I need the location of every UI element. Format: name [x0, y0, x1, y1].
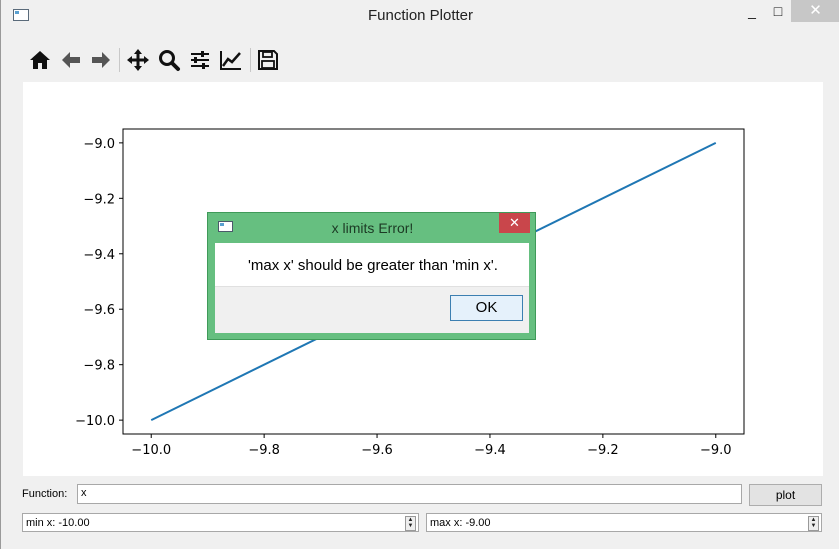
- x-tick-label: −9.6: [361, 443, 393, 458]
- toolbar-separator: [250, 48, 251, 72]
- error-dialog: x limits Error! ✕ 'max x' should be grea…: [207, 212, 536, 340]
- min-x-spinbox[interactable]: min x: -10.00 ▲ ▼: [22, 513, 419, 532]
- x-tick-label: −9.4: [474, 443, 506, 458]
- controls-panel: Function: x plot min x: -10.00 ▲ ▼ max x:…: [1, 480, 839, 549]
- navigation-toolbar: [23, 42, 823, 78]
- y-tick-label: −10.0: [75, 414, 115, 429]
- edit-axes-icon[interactable]: [216, 42, 246, 78]
- max-x-stepper[interactable]: ▲ ▼: [808, 516, 819, 531]
- save-icon[interactable]: [253, 42, 283, 78]
- y-tick-label: −9.8: [83, 359, 115, 374]
- dialog-close-button[interactable]: ✕: [499, 213, 530, 233]
- zoom-icon[interactable]: [154, 42, 184, 78]
- min-x-value: min x: -10.00: [26, 517, 90, 529]
- x-tick-label: −9.0: [700, 443, 732, 458]
- window-title: Function Plotter: [367, 7, 474, 24]
- function-label: Function:: [22, 488, 68, 500]
- plot-button[interactable]: plot: [749, 484, 822, 506]
- dialog-title: x limits Error!: [331, 220, 414, 236]
- dialog-app-icon: [218, 221, 233, 232]
- x-tick-label: −10.0: [131, 443, 171, 458]
- pan-icon[interactable]: [123, 42, 153, 78]
- close-window-button[interactable]: ✕: [791, 0, 839, 22]
- dialog-message: 'max x' should be greater than 'min x'.: [248, 257, 498, 274]
- ok-button[interactable]: OK: [450, 295, 523, 321]
- y-tick-label: −9.2: [83, 192, 115, 207]
- app-icon: [13, 9, 29, 21]
- home-icon[interactable]: [25, 42, 55, 78]
- y-tick-label: −9.4: [83, 248, 115, 263]
- max-x-value: max x: -9.00: [430, 517, 491, 529]
- function-input[interactable]: x: [77, 484, 742, 504]
- y-tick-label: −9.0: [83, 137, 115, 152]
- x-tick-label: −9.2: [587, 443, 619, 458]
- dialog-body: 'max x' should be greater than 'min x'. …: [215, 243, 529, 333]
- configure-subplots-icon[interactable]: [185, 42, 215, 78]
- minimize-button[interactable]: _: [748, 3, 756, 19]
- axes-frame: [122, 128, 745, 435]
- title-bar[interactable]: Function Plotter _ □ ✕: [1, 0, 839, 32]
- back-arrow-icon[interactable]: [56, 42, 86, 78]
- maximize-button[interactable]: □: [773, 3, 783, 19]
- toolbar-separator: [119, 48, 120, 72]
- y-tick-label: −9.6: [83, 303, 115, 318]
- dialog-message-area: 'max x' should be greater than 'min x'.: [215, 243, 529, 287]
- min-x-stepper[interactable]: ▲ ▼: [405, 516, 416, 531]
- x-tick-label: −9.8: [248, 443, 280, 458]
- max-x-spinbox[interactable]: max x: -9.00 ▲ ▼: [426, 513, 822, 532]
- forward-arrow-icon[interactable]: [86, 42, 116, 78]
